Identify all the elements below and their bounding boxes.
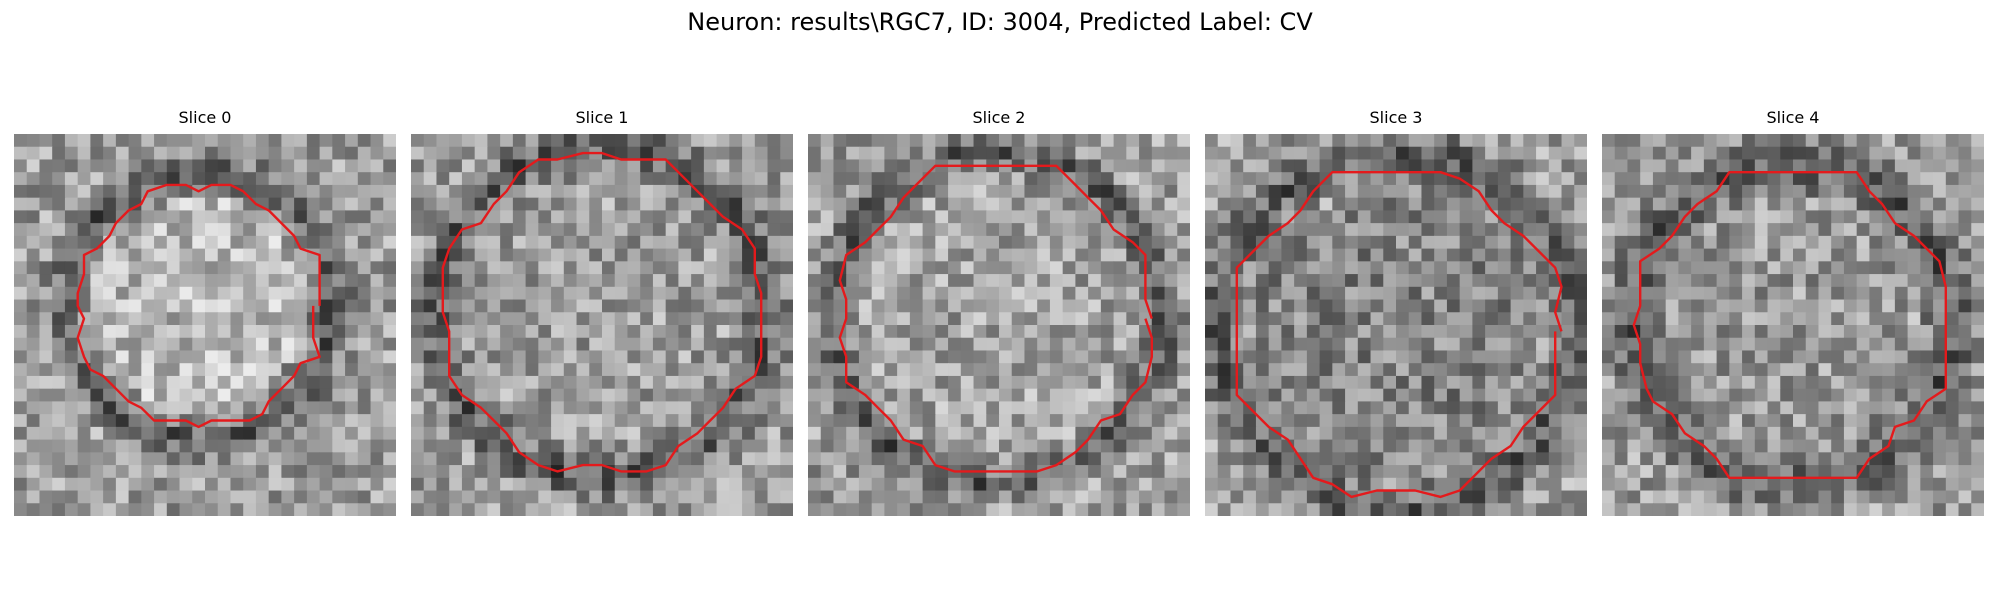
slice-panel-3: Slice 3 <box>1205 108 1587 518</box>
slice-image-1 <box>411 134 793 516</box>
slice-panel-0: Slice 0 <box>14 108 396 518</box>
slice-title-4: Slice 4 <box>1766 108 1820 127</box>
pixel-grid <box>411 134 793 516</box>
slice-image-3 <box>1205 134 1587 516</box>
slice-image-2 <box>808 134 1190 516</box>
figure-title: Neuron: results\RGC7, ID: 3004, Predicte… <box>687 8 1313 36</box>
slice-title-1: Slice 1 <box>575 108 629 127</box>
pixel-grid <box>1205 134 1587 516</box>
pixel-grid <box>14 134 396 516</box>
cell-contour <box>441 151 763 473</box>
slice-title-3: Slice 3 <box>1369 108 1423 127</box>
pixel-grid <box>808 134 1190 516</box>
slice-image-0 <box>14 134 396 516</box>
cell-contour <box>1235 171 1563 499</box>
cell-contour <box>838 164 1153 473</box>
pixel-grid <box>1602 134 1984 516</box>
slice-panel-2: Slice 2 <box>808 108 1190 518</box>
slice-title-2: Slice 2 <box>972 108 1026 127</box>
slice-panel-4: Slice 4 <box>1602 108 1984 518</box>
slice-title-0: Slice 0 <box>178 108 232 127</box>
cell-contour <box>76 183 321 429</box>
slice-panel-1: Slice 1 <box>411 108 793 518</box>
slice-image-4 <box>1602 134 1984 516</box>
cell-contour <box>1632 171 1947 479</box>
